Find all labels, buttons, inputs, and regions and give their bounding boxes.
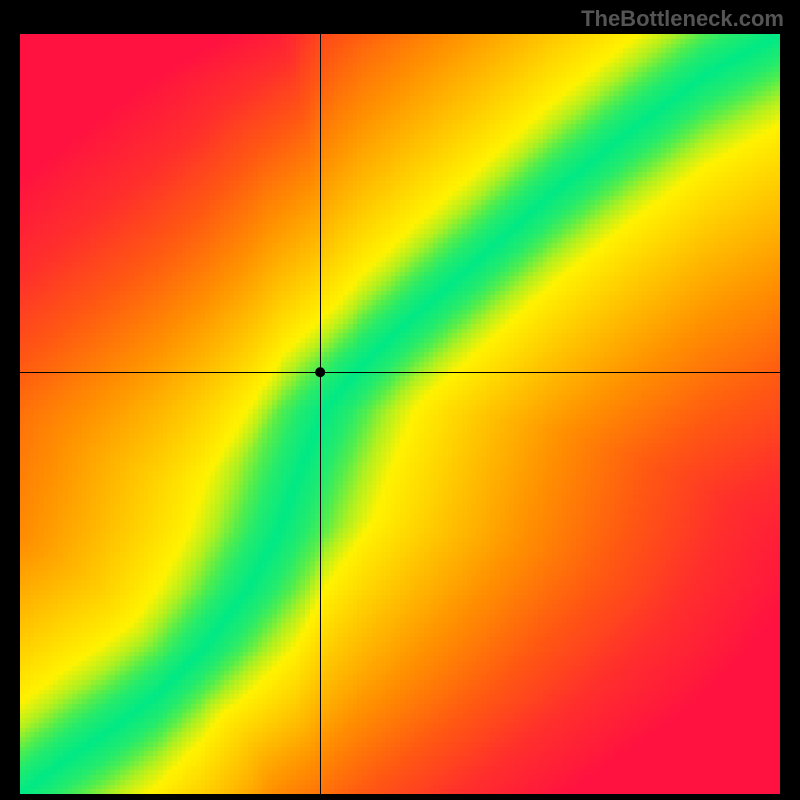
watermark-text: TheBottleneck.com — [581, 6, 784, 32]
bottleneck-heatmap — [20, 34, 780, 794]
chart-container: TheBottleneck.com — [0, 0, 800, 800]
